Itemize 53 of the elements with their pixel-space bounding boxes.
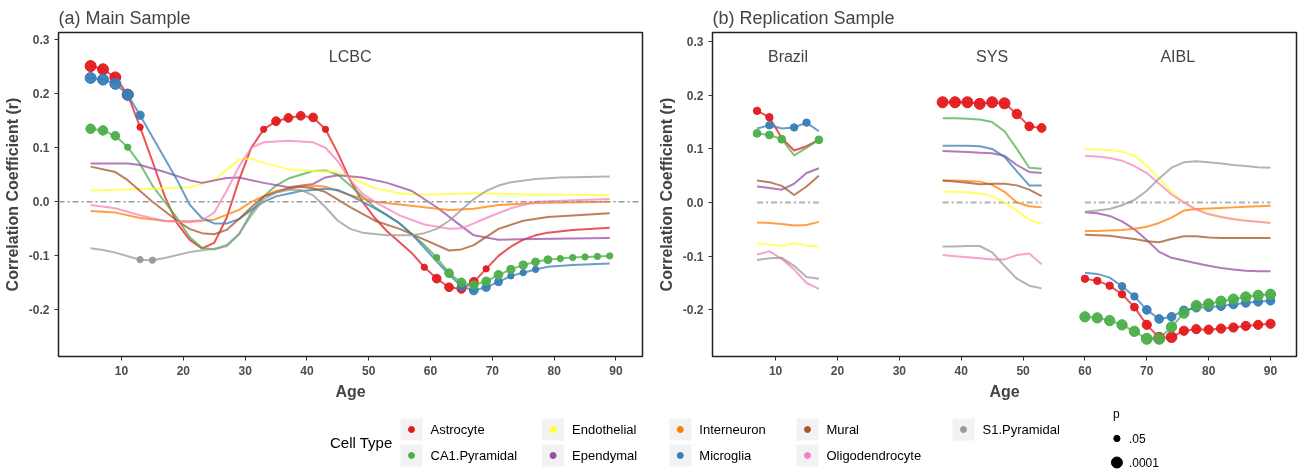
y-tick-label: 0.1 (32, 141, 50, 156)
y-axis-title: Correlation Coefficient (r) (3, 97, 21, 292)
x-tick-label: 10 (768, 363, 783, 378)
chart-title: (b) Replication Sample (712, 7, 895, 28)
annotation: Brazil (767, 48, 808, 66)
legend-label: Microglia (699, 448, 753, 463)
y-tick-label: 0.3 (686, 35, 704, 50)
x-tick-label: 20 (830, 363, 845, 378)
legend-label: Oligodendrocyte (826, 448, 922, 463)
x-tick-label: 90 (609, 363, 623, 378)
y-tick-label: -0.1 (682, 249, 704, 264)
text: p (1112, 406, 1120, 421)
legend-label: S1.Pyramidal (982, 422, 1060, 437)
y-tick-label: -0.2 (28, 303, 50, 318)
y-tick-label: 0.2 (32, 87, 50, 102)
y-tick-label: -0.2 (682, 303, 704, 318)
x-tick-label: 60 (1078, 363, 1092, 378)
x-axis-title: Age (989, 382, 1020, 400)
x-tick-label: 40 (954, 363, 969, 378)
x-tick-label: 60 (423, 363, 438, 378)
x-tick-label: 50 (362, 363, 376, 378)
legend-label: Interneuron (699, 422, 766, 437)
y-tick-label: 0.0 (686, 196, 704, 211)
y-tick-label: 0.3 (32, 33, 50, 48)
y-tick-label: -0.1 (28, 249, 50, 264)
legend-label: Astrocyte (430, 422, 485, 437)
y-tick-label: 0.1 (686, 142, 704, 157)
x-tick-label: 20 (176, 363, 191, 378)
legend-title: Cell Type (329, 434, 393, 451)
x-tick-label: 70 (1140, 363, 1154, 378)
y-axis-title: Correlation Coefficient (r) (657, 97, 675, 292)
x-tick-label: 50 (1016, 363, 1031, 378)
annotation: SYS (976, 48, 1009, 66)
legend-label: .05 (1128, 432, 1146, 446)
x-tick-label: 90 (1263, 363, 1278, 378)
y-tick-label: 0.0 (32, 195, 50, 210)
annotation: LCBC (328, 48, 372, 66)
legend-label: CA1.Pyramidal (430, 448, 518, 463)
legend-label: .0001 (1128, 456, 1160, 470)
legend-label: Endothelial (572, 422, 637, 437)
y-tick-label: 0.2 (686, 88, 704, 103)
chart-title: (a) Main Sample (58, 7, 191, 28)
legend-label: Ependymal (572, 448, 638, 463)
legend-label: Mural (826, 422, 860, 437)
x-tick-label: 40 (300, 363, 314, 378)
x-tick-label: 10 (114, 363, 129, 378)
x-axis-title: Age (335, 382, 366, 400)
x-tick-label: 80 (1201, 363, 1216, 378)
x-tick-label: 80 (547, 363, 562, 378)
x-tick-label: 30 (238, 363, 253, 378)
x-tick-label: 70 (485, 363, 500, 378)
x-tick-label: 30 (892, 363, 907, 378)
annotation: AIBL (1160, 48, 1196, 66)
